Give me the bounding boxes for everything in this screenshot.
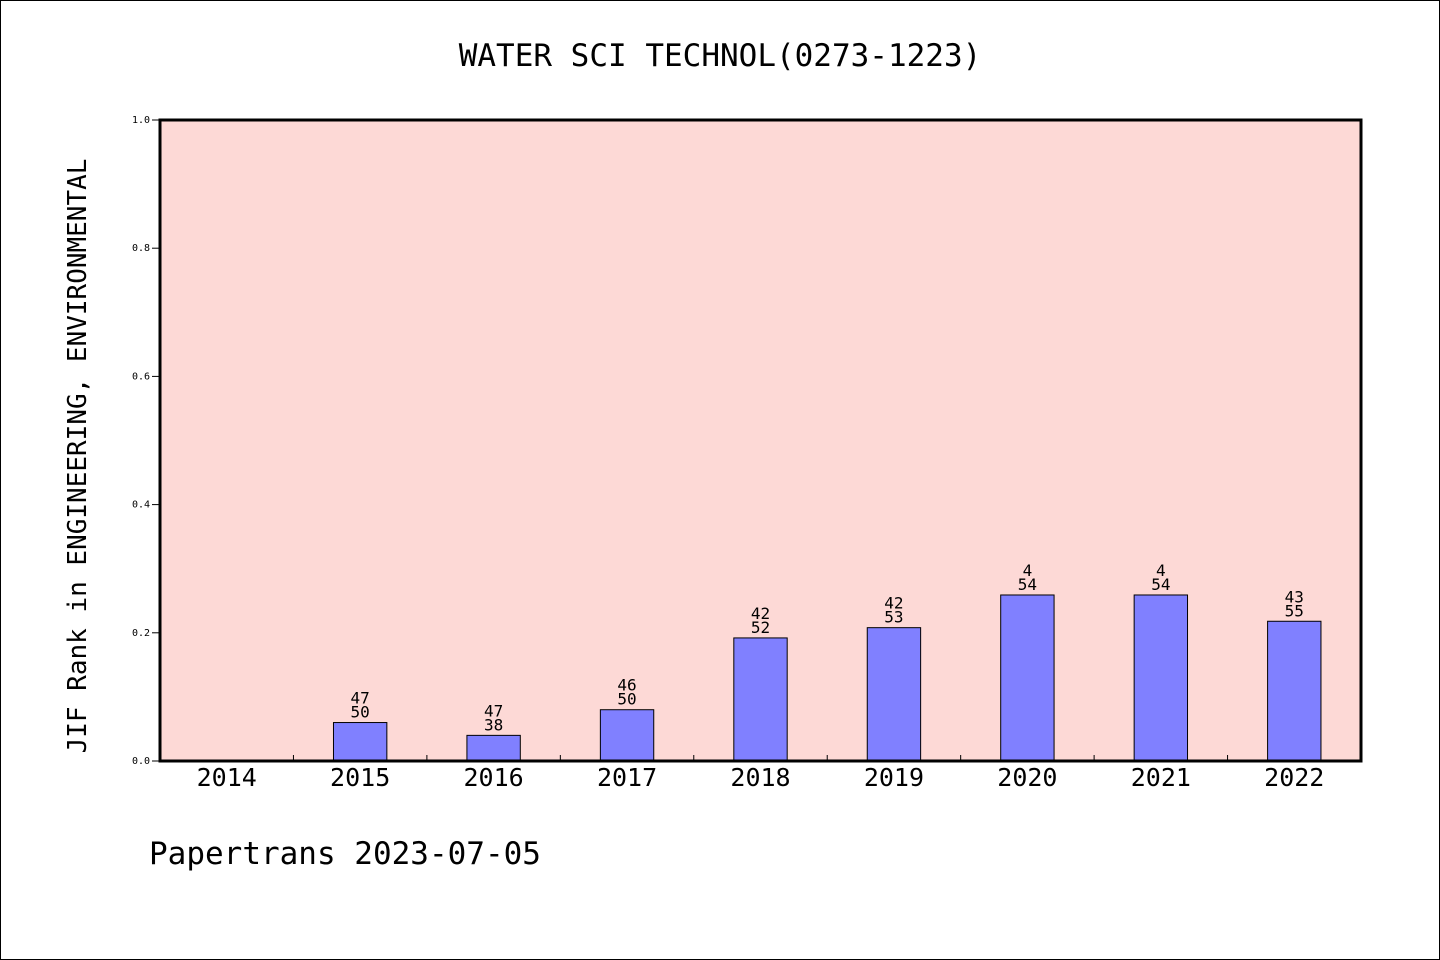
bar-2017 [599,709,655,762]
y-axis: 0.0 0.2 0.4 0.6 0.8 1.0 [132,115,160,767]
bars-group [332,594,1322,762]
y-tick-label: 0.2 [132,628,150,639]
y-tick-label: 0.4 [132,500,150,511]
bar-label-bottom: 55 [1285,601,1304,620]
y-axis-label: JIF Rank in ENGINEERING, ENVIRONMENTAL [63,159,93,754]
bar-2018 [733,637,788,762]
x-tick-label: 2020 [997,763,1057,792]
bar-label-top: 43 [1285,587,1304,606]
bar-2016 [466,734,521,762]
bar-label-top: 47 [484,701,503,720]
x-tick-label: 2016 [464,763,524,792]
x-tick-label: 2015 [330,763,390,792]
y-tick-label: 1.0 [132,115,150,126]
bar-label-top: 4 [1023,561,1033,580]
bar-2021 [1133,594,1189,762]
bar-label-bottom: 50 [351,703,370,722]
bar-label-top: 46 [617,676,636,695]
bar-label-bottom: 53 [884,608,903,627]
bar-2022 [1267,620,1322,762]
bar-label-bottom: 54 [1018,575,1037,594]
bar-label-top: 42 [884,594,903,613]
bar-label-bottom: 38 [484,715,503,734]
x-axis: 2014 2015 2016 2017 2018 2019 2020 2021 2022 [197,755,1324,792]
bar-2015 [332,722,388,762]
bar-label-top: 42 [751,604,770,623]
bar-2020 [1000,594,1055,762]
plot-border [158,118,1363,763]
bar-label-bottom: 54 [1151,575,1170,594]
x-tick-label: 2017 [597,763,657,792]
y-tick-label: 0.0 [132,756,150,767]
x-tick-label: 2018 [730,763,790,792]
footer-credit: Papertrans 2023-07-05 [149,836,541,872]
bar-label-top: 4 [1156,561,1166,580]
x-tick-label: 2021 [1131,763,1191,792]
y-tick-label: 0.8 [132,243,150,254]
x-tick-label: 2022 [1264,763,1324,792]
x-tick-label: 2014 [197,763,257,792]
bar-label-bottom: 52 [751,618,770,637]
x-tick-label: 2019 [864,763,924,792]
y-tick-label: 0.6 [132,371,150,382]
chart-title: WATER SCI TECHNOL(0273-1223) [459,38,982,74]
bar-label-bottom: 50 [617,690,636,709]
bar-2019 [866,627,922,762]
bar-label-top: 47 [351,689,370,708]
